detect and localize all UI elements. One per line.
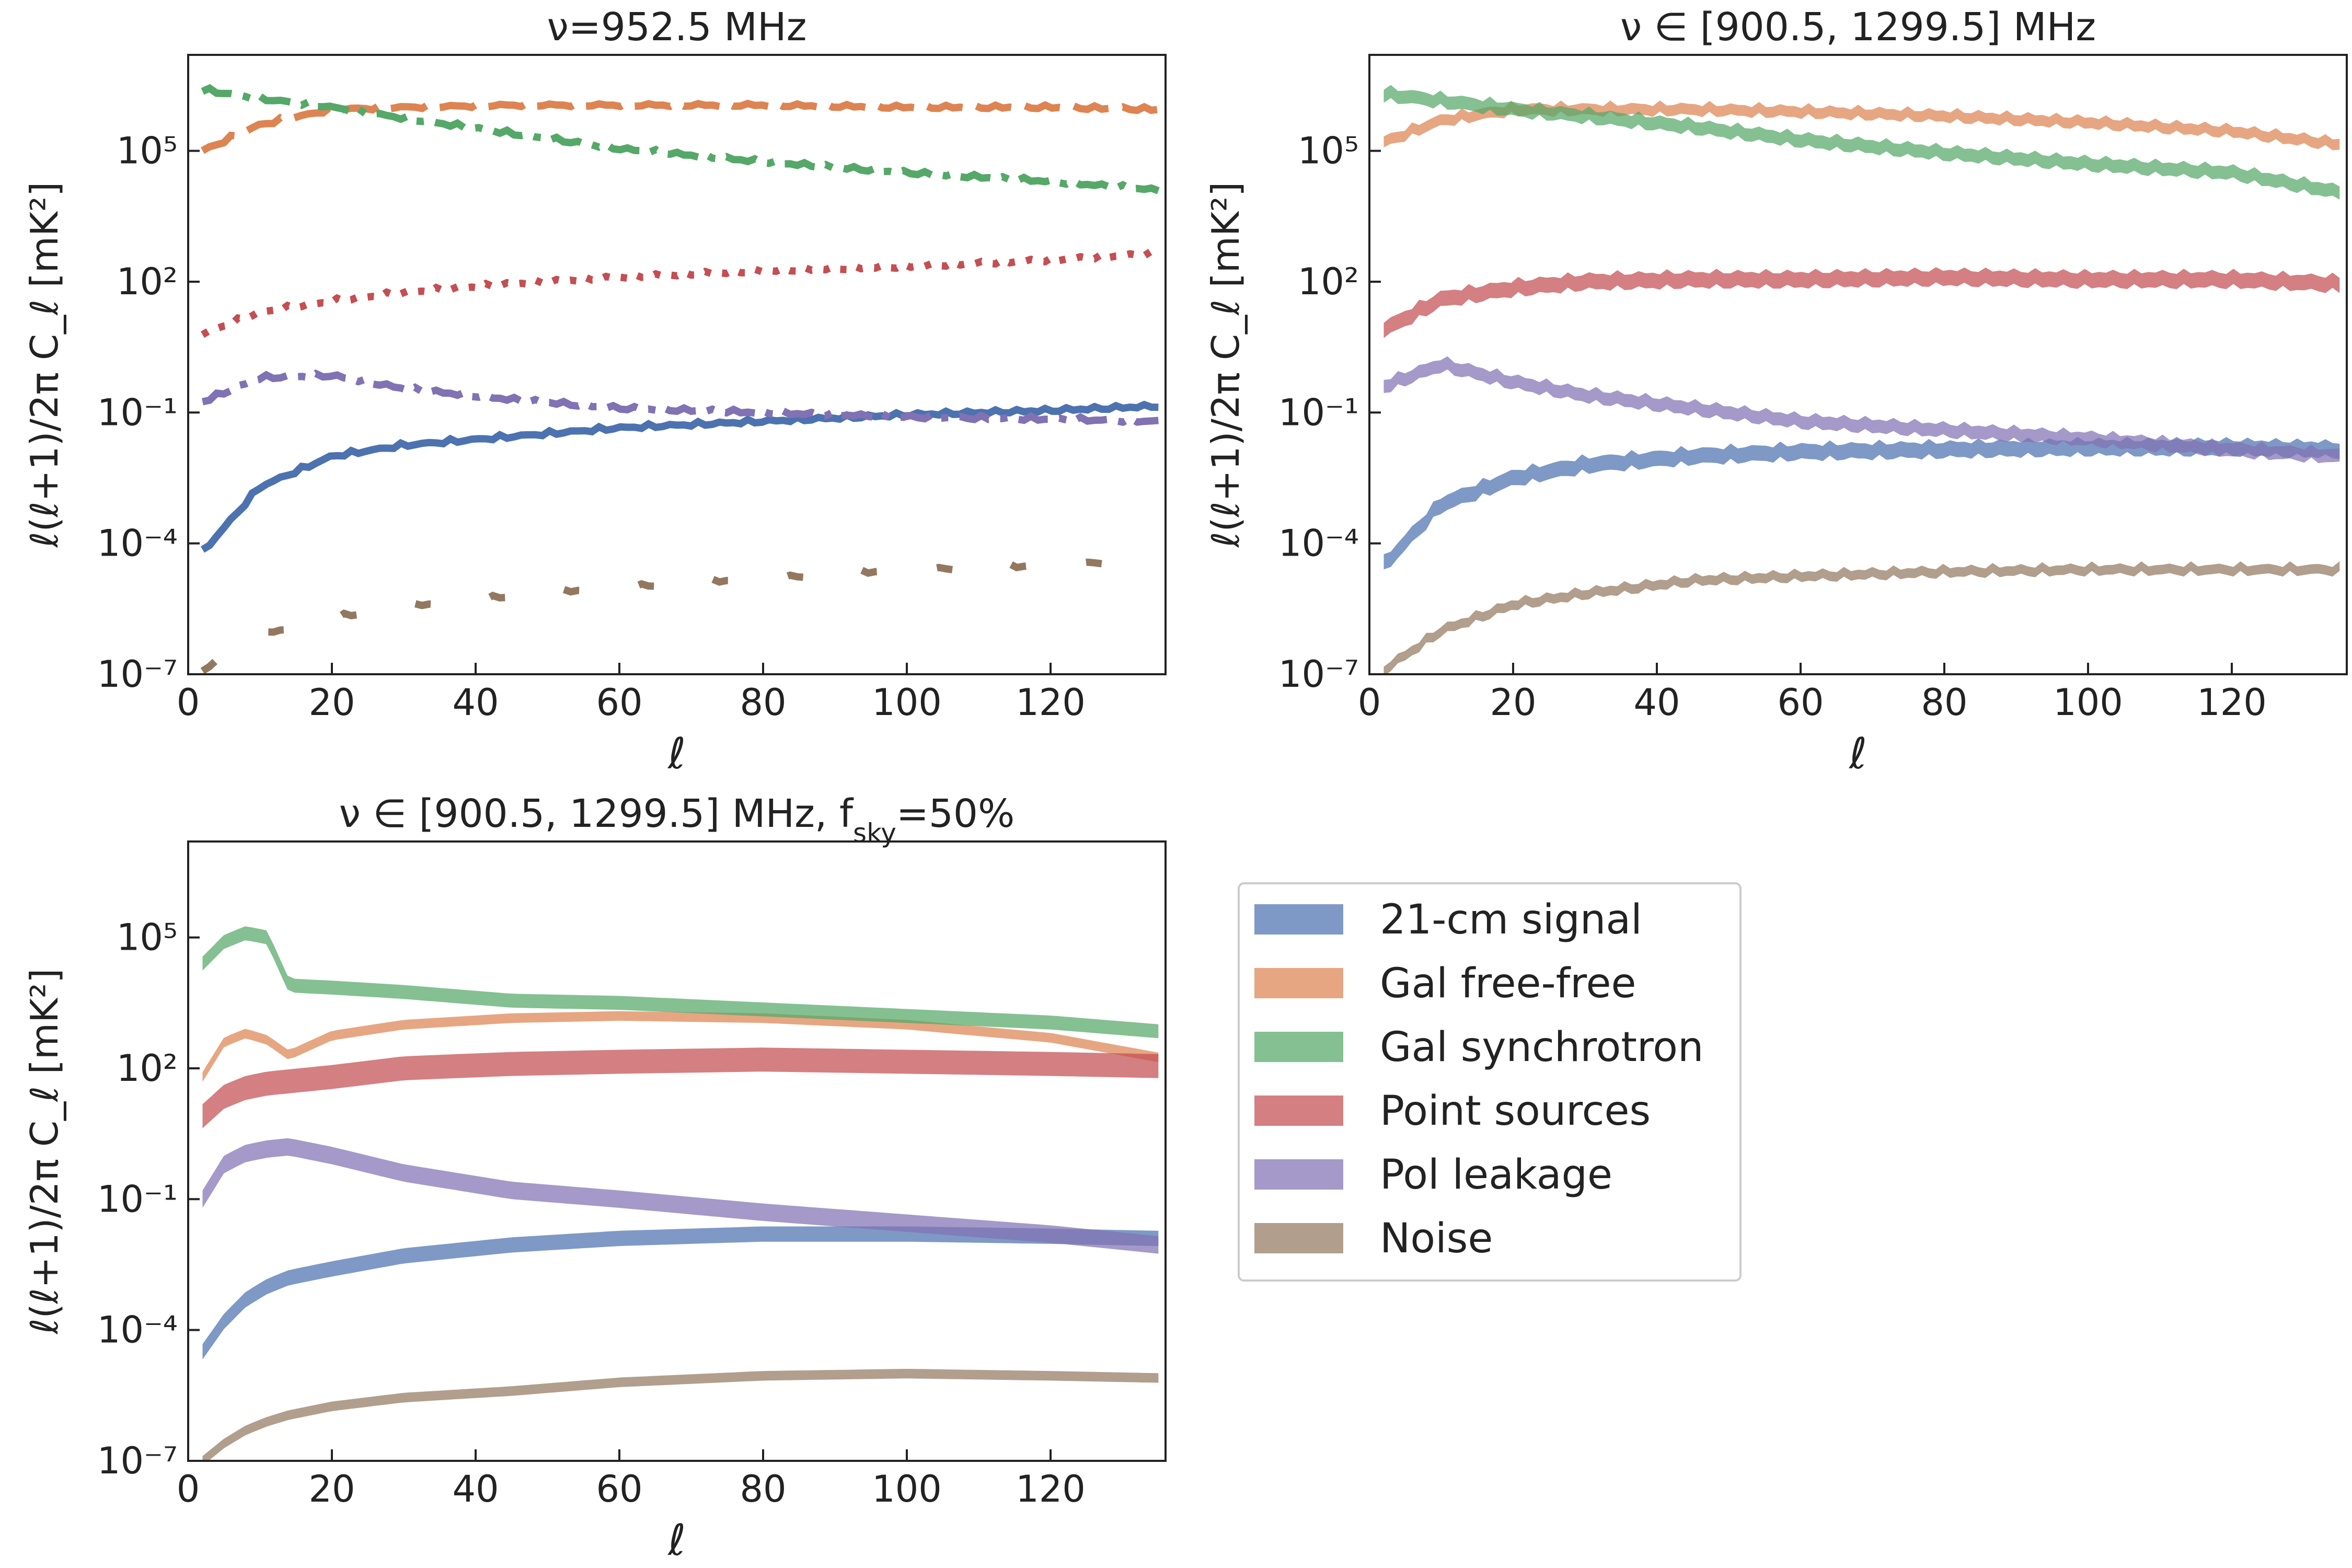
series-pointsources: [200, 247, 1160, 338]
x-tick-label: 100: [872, 681, 942, 724]
y-tick-label: 10⁵: [117, 130, 178, 172]
y-tick-label: 10⁻⁴: [97, 522, 178, 565]
y-tick-label: 10²: [1298, 260, 1359, 303]
band-synchrotron: [202, 926, 1159, 1039]
panel-bottom-left: ν ∈ [900.5, 1299.5] MHz, fsky=50% 0 20 40 60…: [22, 791, 1167, 1565]
series-polleakage: [202, 369, 1159, 426]
panel-top-right: ν ∈ [900.5, 1299.5] MHz 0 20 40 60 80 100 120 10…: [1204, 5, 2348, 779]
x-tick-label: 60: [596, 1468, 642, 1511]
band-synchrotron: [1383, 85, 2340, 200]
y-tick-label: 10⁵: [1298, 130, 1359, 172]
y-tick-label: 10⁻¹: [1278, 391, 1359, 434]
y-tick-label: 10²: [117, 260, 178, 303]
series-noise: [200, 553, 1161, 674]
x-tick-label: 20: [308, 1468, 355, 1511]
x-tick-label: 120: [1016, 1468, 1086, 1511]
y-axis-label: ℓ(ℓ+1)/2π C_ℓ [mK²]: [1204, 182, 1248, 548]
panel-title: ν ∈ [900.5, 1299.5] MHz, fsky=50%: [339, 791, 1015, 848]
axes-frame: [1368, 54, 2348, 675]
y-tick-label: 10⁻¹: [97, 1178, 178, 1220]
x-tick-label: 40: [1633, 681, 1680, 724]
band-pointsources: [1383, 267, 2340, 338]
legend-swatch: [1254, 1159, 1343, 1190]
y-tick-label: 10⁻¹: [97, 391, 178, 434]
series-synchrotron: [201, 84, 1160, 194]
y-tick-label: 10⁻⁴: [97, 1309, 178, 1352]
panel-top-left: ν=952.5 MHz 0 20 40 60 80 100 120 10⁻⁷ 10⁻⁴ 10⁻¹ 10…: [22, 5, 1167, 779]
band-noise: [1383, 561, 2340, 674]
x-tick-label: 80: [740, 1468, 786, 1511]
legend-label: Pol leakage: [1380, 1151, 1612, 1198]
legend-label: Noise: [1380, 1215, 1493, 1262]
y-axis-label: ℓ(ℓ+1)/2π C_ℓ [mK²]: [22, 969, 66, 1335]
x-tick-label: 80: [1921, 681, 1967, 724]
legend-label: Gal synchrotron: [1380, 1024, 1703, 1071]
band-signal: [1383, 436, 2340, 570]
axes-frame: [187, 840, 1167, 1462]
legend-label: 21-cm signal: [1380, 896, 1642, 943]
band-polleakage: [1383, 356, 2340, 463]
legend-swatch: [1254, 1032, 1343, 1062]
x-tick-label: 20: [1490, 681, 1536, 724]
y-tick-label: 10⁻⁷: [1278, 653, 1359, 696]
x-tick-label: 100: [2053, 681, 2123, 724]
y-tick-label: 10⁻⁷: [97, 653, 178, 696]
x-tick-label: 120: [2197, 681, 2267, 724]
x-tick-label: 20: [308, 681, 355, 724]
y-tick-label: 10⁻⁷: [97, 1439, 178, 1482]
band-freefree: [1383, 100, 2340, 151]
legend-swatch: [1254, 1223, 1343, 1253]
y-axis-label: ℓ(ℓ+1)/2π C_ℓ [mK²]: [22, 182, 66, 548]
band-pointsources: [202, 1047, 1159, 1128]
y-tick-label: 10²: [117, 1047, 178, 1090]
y-tick-label: 10⁻⁴: [1278, 522, 1359, 565]
legend-swatch: [1254, 968, 1343, 998]
x-tick-label: 80: [740, 681, 786, 724]
band-freefree: [202, 1011, 1159, 1082]
x-axis-label: ℓ: [1848, 729, 1867, 779]
x-tick-label: 0: [1358, 681, 1381, 724]
x-axis-label: ℓ: [667, 729, 686, 779]
legend-swatch: [1254, 1096, 1343, 1126]
legend: 21-cm signal Gal free-free Gal synchrotron…: [1238, 882, 1742, 1282]
panel-title: ν ∈ [900.5, 1299.5] MHz: [1620, 5, 2096, 50]
x-tick-label: 60: [1777, 681, 1824, 724]
plot-area: [202, 926, 1159, 1461]
band-noise: [202, 1369, 1159, 1461]
x-tick-label: 120: [1016, 681, 1086, 724]
legend-box: [1238, 882, 1742, 1282]
legend-swatch: [1254, 904, 1343, 935]
legend-label: Point sources: [1380, 1088, 1651, 1135]
x-tick-label: 0: [177, 1468, 200, 1511]
y-tick-label: 10⁵: [117, 916, 178, 959]
x-tick-label: 40: [452, 1468, 499, 1511]
legend-label: Gal free-free: [1380, 960, 1636, 1007]
x-tick-label: 60: [596, 681, 642, 724]
plot-area: [1383, 85, 2340, 674]
series-signal: [200, 400, 1159, 553]
x-tick-label: 40: [452, 681, 499, 724]
band-signal: [202, 1226, 1159, 1359]
plot-area: [200, 84, 1161, 674]
x-tick-label: 0: [177, 681, 200, 724]
x-tick-label: 100: [872, 1468, 942, 1511]
x-axis-label: ℓ: [667, 1516, 686, 1565]
axes-frame: [187, 54, 1167, 675]
band-polleakage: [202, 1138, 1159, 1254]
panel-title: ν=952.5 MHz: [547, 5, 806, 50]
